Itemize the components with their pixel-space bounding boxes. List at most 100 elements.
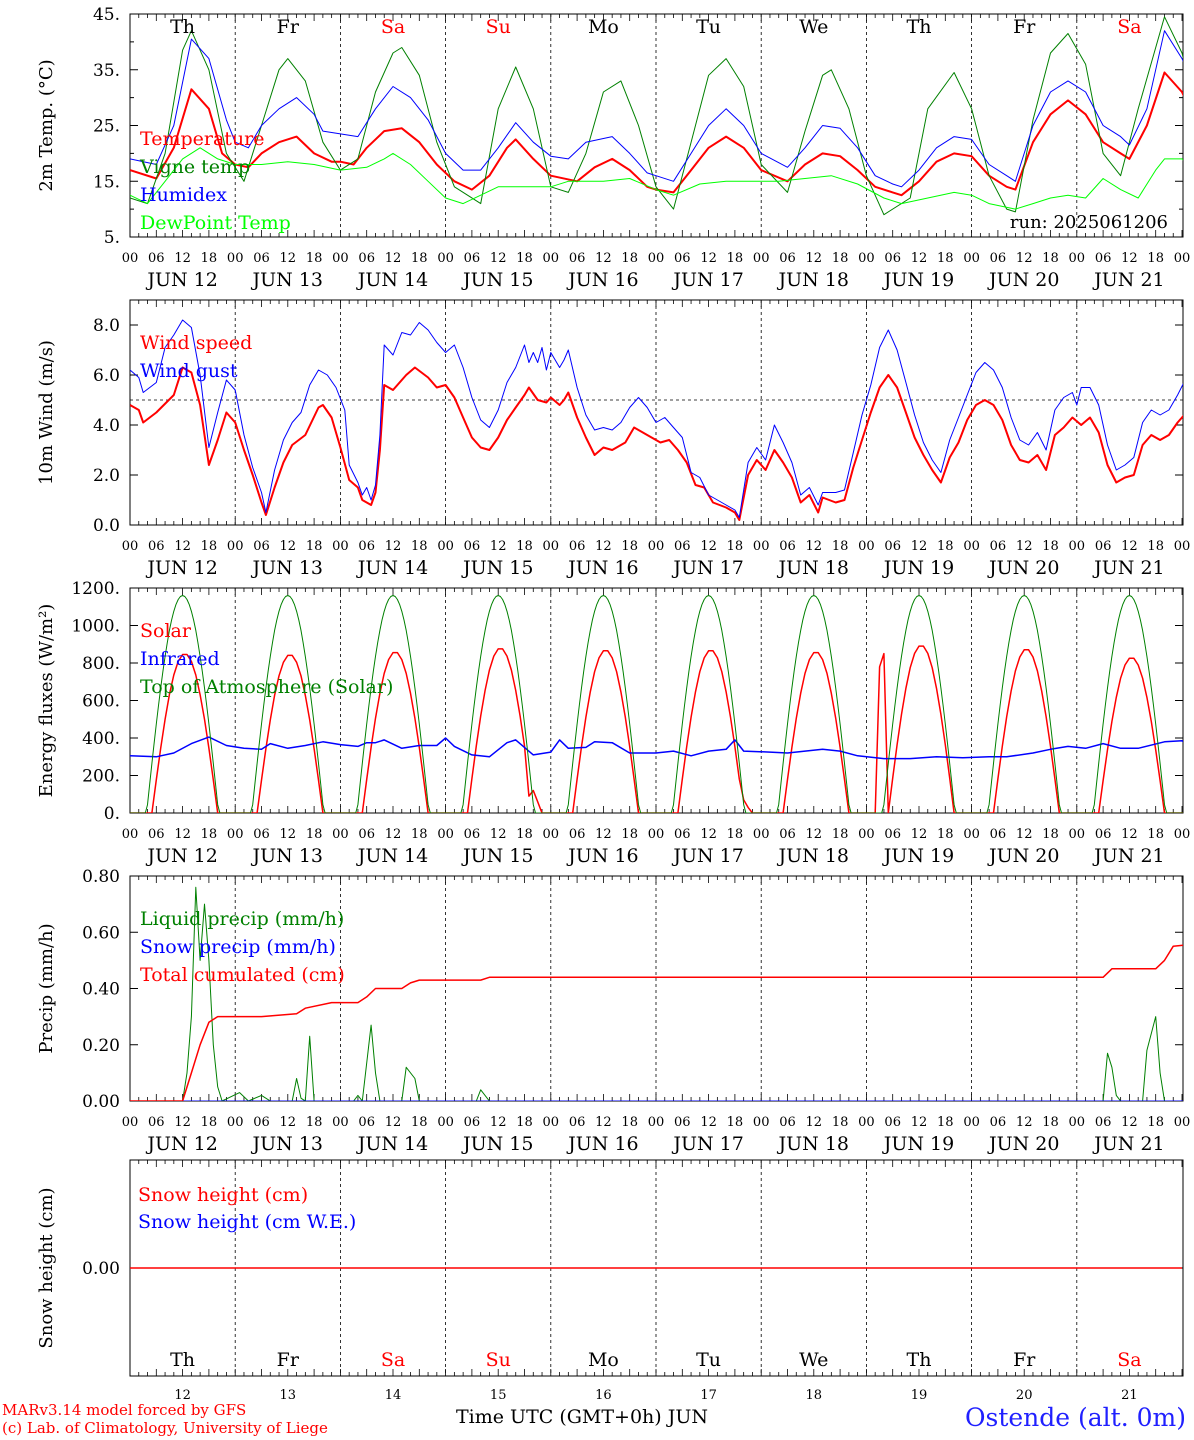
hour-tick-label: 12 [806, 827, 823, 842]
hour-tick-label: 00 [753, 539, 770, 554]
hour-tick-label: 18 [1042, 251, 1059, 266]
weekday-label-bottom: Th [907, 1349, 932, 1371]
plot-area [130, 319, 1183, 521]
date-label: JUN 12 [145, 269, 217, 291]
hour-tick-label: 18 [1042, 827, 1059, 842]
date-label: JUN 18 [777, 269, 849, 291]
hour-tick-label: 00 [227, 1115, 244, 1130]
hour-tick-label: 12 [280, 539, 297, 554]
chart-panel-5: 0.00 Snow height (cm) Snow height (cm) Snow… [36, 1159, 1184, 1377]
date-label: JUN 13 [251, 845, 323, 867]
hour-tick-label: 06 [148, 251, 165, 266]
hour-tick-label: 06 [358, 1115, 375, 1130]
day-number-label: 13 [280, 1388, 297, 1403]
hour-tick-label: 00 [858, 827, 875, 842]
date-label: JUN 18 [777, 845, 849, 867]
series-line-total-cumulated-cm- [130, 944, 1183, 1101]
date-label: JUN 12 [145, 1133, 217, 1155]
hour-tick-label: 18 [937, 251, 954, 266]
y-axis-label: Energy fluxes (W/m²) [36, 604, 57, 798]
y-tick-label: 15. [93, 172, 120, 192]
hour-tick-label: 06 [1095, 827, 1112, 842]
series-line-vigne-temp [130, 16, 1183, 216]
hour-tick-label: 06 [148, 539, 165, 554]
hour-tick-label: 12 [595, 827, 612, 842]
hour-tick-label: 18 [201, 539, 218, 554]
hour-tick-label: 18 [306, 539, 323, 554]
date-label: JUN 21 [1092, 269, 1164, 291]
hour-tick-label: 00 [1069, 827, 1086, 842]
weekday-label-top: Su [486, 16, 511, 38]
hour-tick-label: 06 [569, 1115, 586, 1130]
hour-tick-label: 06 [464, 539, 481, 554]
hour-tick-label: 18 [411, 539, 428, 554]
legend-entry: DewPoint Temp [140, 212, 291, 234]
date-label: JUN 19 [882, 269, 954, 291]
hour-tick-label: 12 [911, 251, 928, 266]
date-label: JUN 21 [1092, 1133, 1164, 1155]
date-label: JUN 18 [777, 557, 849, 579]
legend-entry: Wind speed [140, 332, 252, 354]
y-tick-label: 6.0 [93, 366, 120, 386]
hour-tick-label: 18 [832, 1115, 849, 1130]
date-label: JUN 14 [356, 845, 428, 867]
hour-tick-label: 00 [332, 1115, 349, 1130]
hour-tick-label: 06 [464, 827, 481, 842]
weekday-label-top: We [799, 16, 828, 38]
hour-tick-label: 00 [1174, 539, 1191, 554]
hour-tick-label: 12 [595, 1115, 612, 1130]
date-label: JUN 12 [145, 557, 217, 579]
hour-tick-label: 18 [621, 1115, 638, 1130]
hour-tick-label: 12 [806, 251, 823, 266]
date-label: JUN 17 [671, 845, 743, 867]
hour-tick-label: 00 [122, 251, 139, 266]
y-tick-label: 35. [93, 61, 120, 81]
hour-tick-label: 12 [385, 827, 402, 842]
hour-tick-label: 00 [753, 251, 770, 266]
y-tick-label: 2.0 [93, 466, 120, 486]
plot-area [130, 886, 1183, 1101]
hour-tick-label: 12 [490, 827, 507, 842]
hour-tick-label: 18 [201, 251, 218, 266]
weekday-label-top: Sa [381, 16, 405, 38]
weekday-label-top: Tu [696, 16, 721, 38]
hour-tick-label: 06 [884, 539, 901, 554]
hour-tick-label: 06 [990, 1115, 1007, 1130]
hour-tick-label: 18 [621, 251, 638, 266]
hour-tick-label: 06 [253, 1115, 270, 1130]
date-label: JUN 20 [987, 1133, 1059, 1155]
y-tick-label: 25. [93, 117, 120, 137]
date-label: JUN 17 [671, 269, 743, 291]
hour-tick-label: 00 [543, 827, 560, 842]
hour-tick-label: 18 [1042, 1115, 1059, 1130]
hour-tick-label: 12 [280, 1115, 297, 1130]
hour-tick-label: 00 [1069, 251, 1086, 266]
hour-tick-label: 00 [963, 827, 980, 842]
hour-tick-label: 18 [727, 251, 744, 266]
date-label: JUN 15 [461, 845, 533, 867]
hour-tick-label: 06 [464, 1115, 481, 1130]
y-axis-label: 10m Wind (m/s) [36, 340, 57, 485]
y-tick-label: 400. [82, 729, 120, 749]
hour-tick-label: 00 [963, 1115, 980, 1130]
hour-tick-label: 06 [358, 827, 375, 842]
weekday-label-top: Fr [277, 16, 300, 38]
date-label: JUN 15 [461, 557, 533, 579]
y-tick-label: 5. [104, 228, 120, 248]
hour-tick-label: 12 [490, 539, 507, 554]
y-tick-label: 45. [93, 5, 120, 25]
y-tick-label: 200. [82, 767, 120, 787]
hour-tick-label: 00 [332, 251, 349, 266]
weekday-label-bottom: Su [486, 1349, 511, 1371]
legend-entry: Liquid precip (mm/h) [140, 908, 344, 930]
y-axis-label: Precip (mm/h) [36, 923, 57, 1053]
hour-tick-label: 12 [911, 827, 928, 842]
y-tick-label: 1000. [71, 617, 120, 637]
hour-tick-label: 18 [411, 1115, 428, 1130]
hour-tick-label: 12 [700, 251, 717, 266]
chart-panel-4: 0.00 0.20 0.40 0.60 0.80 Precip (mm/h) Liquid … [36, 867, 1190, 1155]
date-label: JUN 16 [566, 845, 638, 867]
hour-tick-label: 12 [280, 251, 297, 266]
hour-tick-label: 12 [1016, 827, 1033, 842]
hour-tick-label: 06 [148, 827, 165, 842]
